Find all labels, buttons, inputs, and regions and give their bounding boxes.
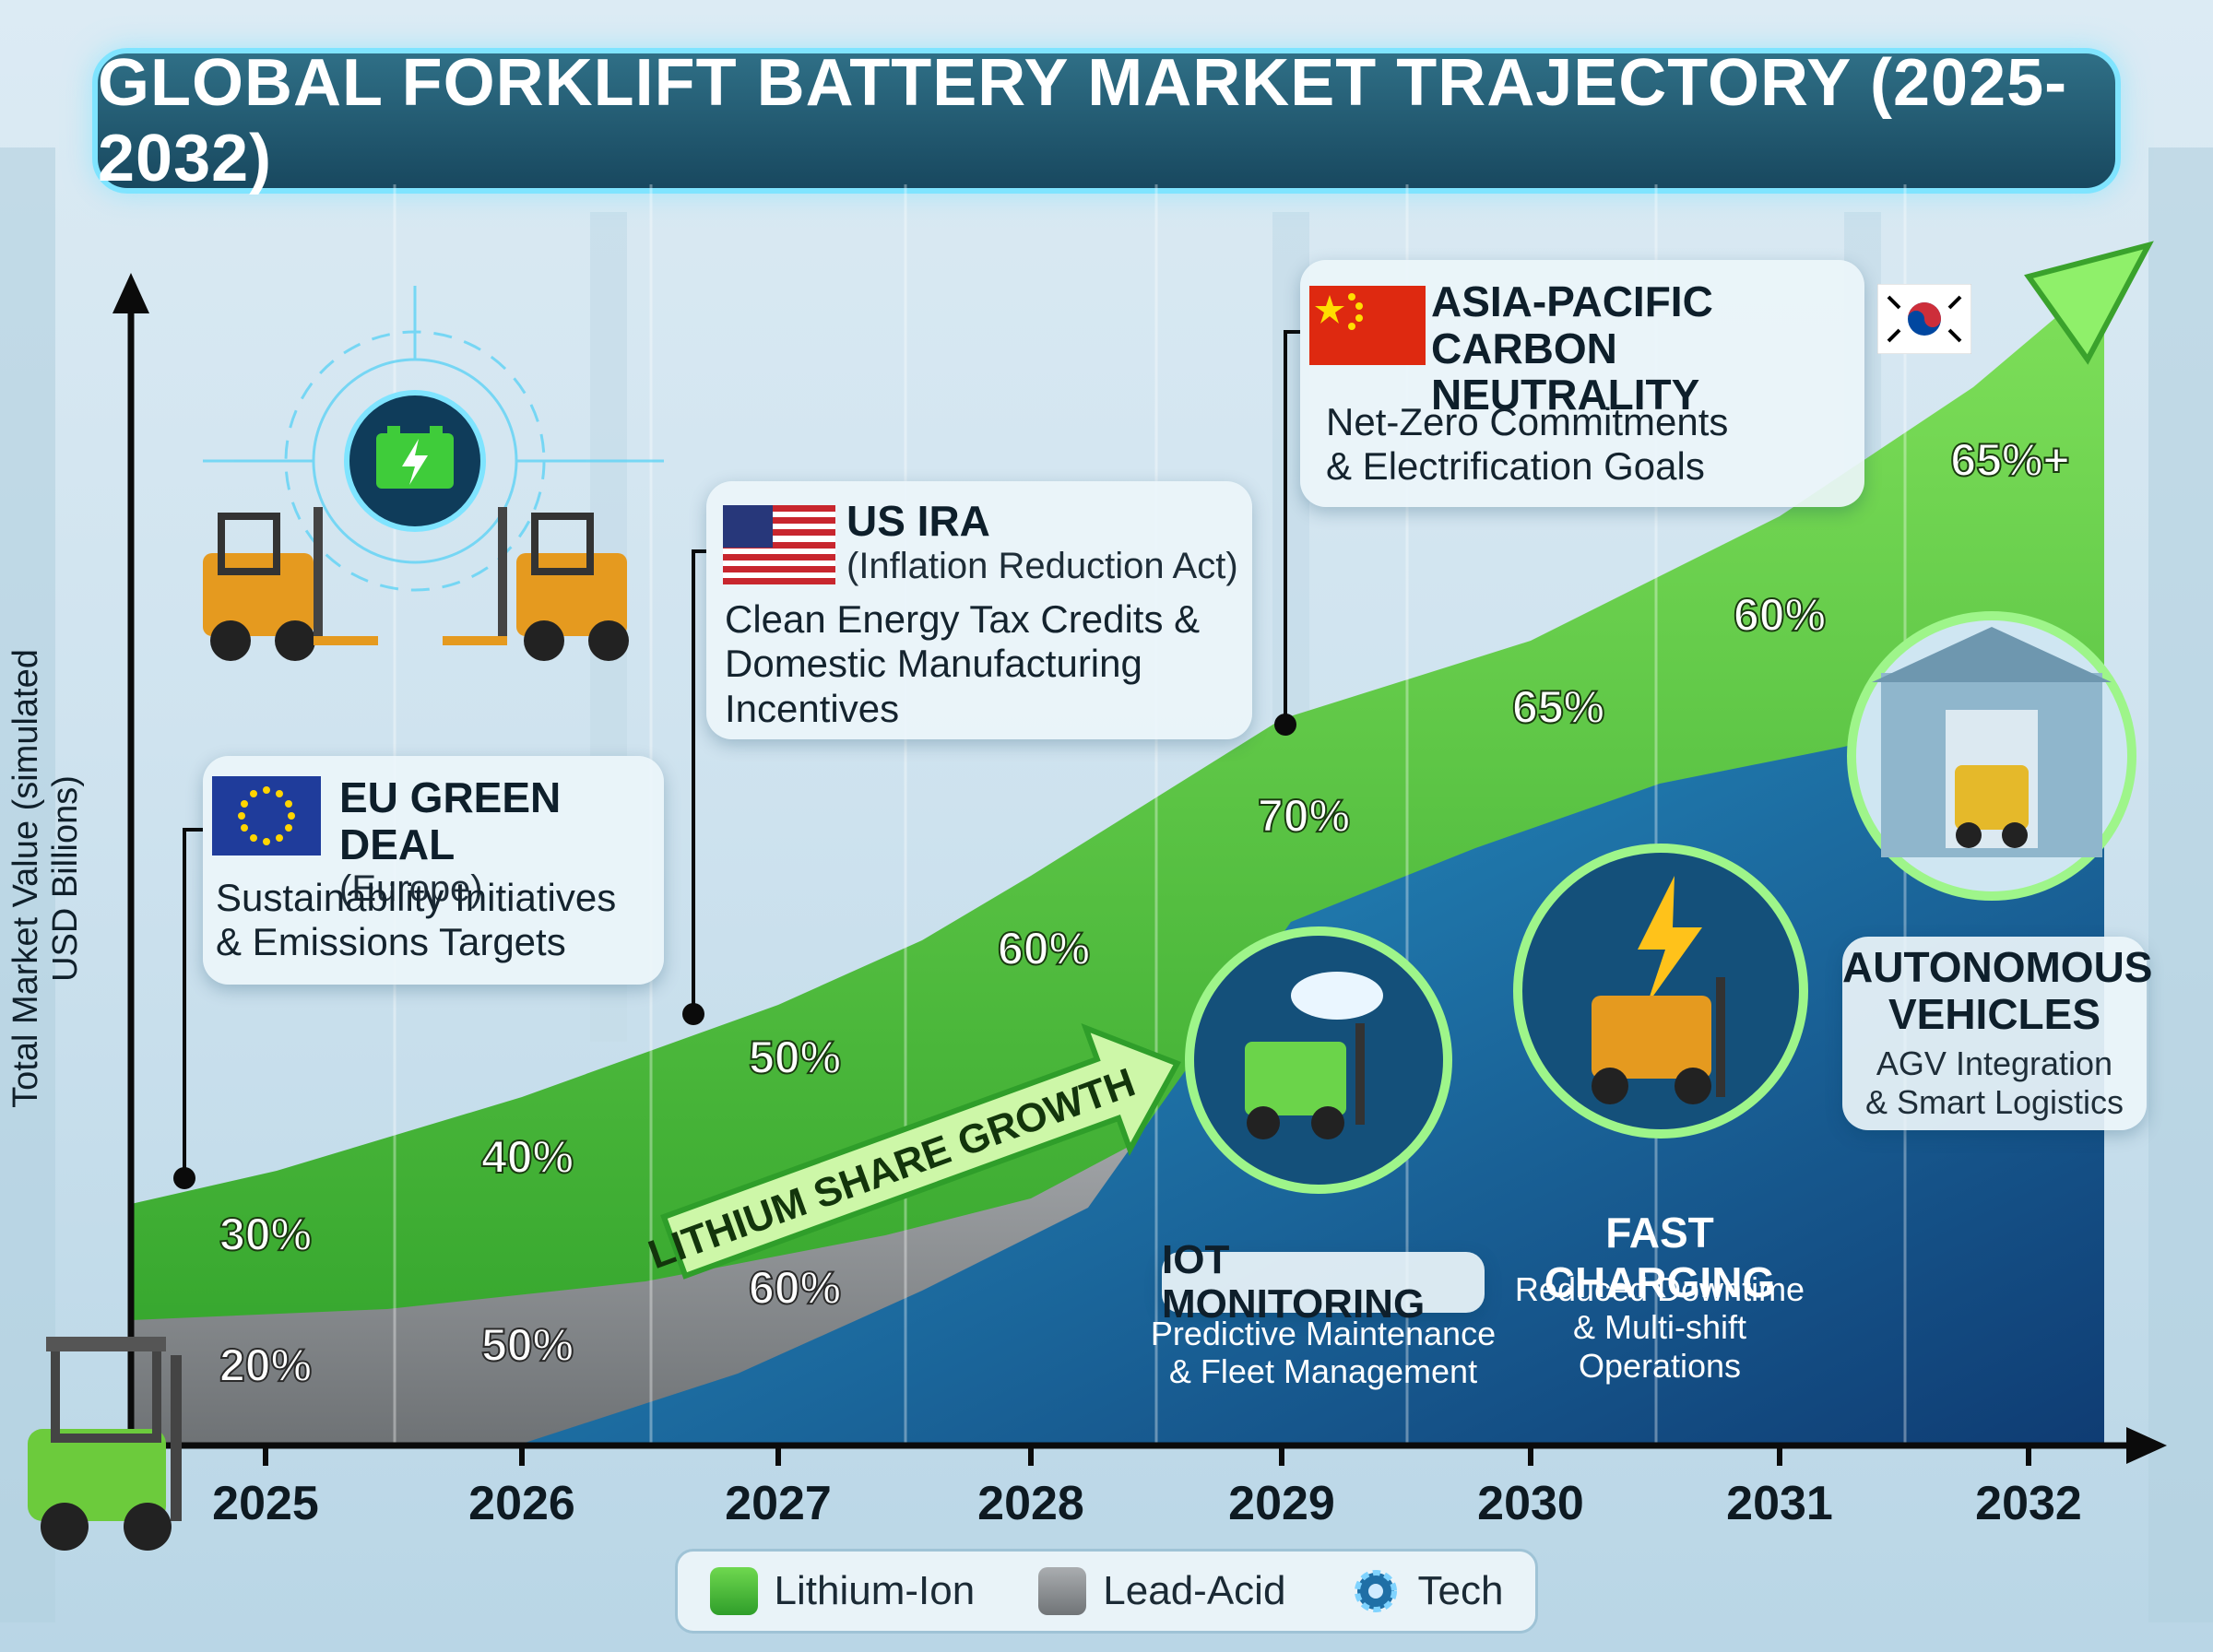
us-flag-icon <box>723 505 835 584</box>
apac-title-1: ASIA-PACIFIC <box>1431 277 1713 325</box>
eu-title: EU GREEN DEAL <box>339 773 562 868</box>
china-flag-icon <box>1309 286 1426 365</box>
apac-callout: ASIA-PACIFIC CARBON NEUTRALITY Net-Zero … <box>1300 260 1864 507</box>
charging-text-3: Operations <box>1578 1346 1742 1385</box>
autonomous-text-1: AGV Integration <box>1876 1044 2113 1083</box>
iot-text-1: Predictive Maintenance <box>1150 1315 1497 1352</box>
charging-text-2: & Multi-shift <box>1572 1308 1747 1347</box>
legend-item-lithium: Lithium-Ion <box>709 1567 976 1615</box>
iot-title-box: IOT MONITORING <box>1162 1237 1485 1327</box>
growth-arrow-shape <box>660 1022 1181 1280</box>
lead-acid-label: 20% <box>219 1339 312 1391</box>
y-axis-arrow <box>112 273 149 313</box>
iot-circle-illustration <box>1185 926 1452 1194</box>
forklift-icon-2 <box>443 507 629 661</box>
x-tick-label: 2027 <box>725 1477 832 1530</box>
autonomous-title-1: AUTONOMOUS <box>1842 943 2153 991</box>
eu-flag-icon <box>212 776 321 856</box>
lithium-label: 65%+ <box>1950 434 2069 486</box>
lithium-label: 30% <box>219 1209 312 1260</box>
us-title: US IRA <box>846 497 990 545</box>
chart-title: GLOBAL FORKLIFT BATTERY MARKET TRAJECTOR… <box>98 46 2068 195</box>
eu-callout: EU GREEN DEAL (Europe) Sustainability In… <box>203 756 664 985</box>
autonomous-text-2: & Smart Logistics <box>1864 1082 2124 1121</box>
forklift-icon <box>203 507 378 661</box>
autonomous-box: AUTONOMOUS VEHICLES AGV Integration & Sm… <box>1842 937 2153 1130</box>
legend-swatch-lead <box>1038 1567 1087 1615</box>
korea-flag-icon <box>1877 284 1971 354</box>
x-tick-label: 2031 <box>1726 1477 1833 1530</box>
x-tick-label: 2028 <box>977 1477 1084 1530</box>
apac-text-1: Net-Zero Commitments <box>1326 400 1729 443</box>
autonomous-warehouse-illustration <box>1847 611 2136 901</box>
eu-text-1: Sustainability Initiatives <box>216 876 617 919</box>
lithium-label: 70% <box>1258 790 1350 842</box>
autonomous-title-2: VEHICLES <box>1888 989 2101 1038</box>
trend-arrowhead <box>2024 241 2154 365</box>
iot-text-2: & Fleet Management <box>1168 1352 1478 1391</box>
callout-leader <box>692 549 706 1014</box>
charging-description: Reduced Downtime & Multi-shift Operation… <box>1494 1270 1826 1385</box>
eu-text-2: & Emissions Targets <box>216 920 566 964</box>
us-callout: US IRA (Inflation Reduction Act) Clean E… <box>706 481 1252 739</box>
timeline-marker <box>682 1003 704 1025</box>
cloud-icon <box>1291 972 1383 1020</box>
lithium-label: 50% <box>749 1032 841 1083</box>
charging-title: FAST CHARGING <box>1544 1209 1776 1306</box>
battery-tech-illustration <box>203 286 664 661</box>
fast-charging-illustration <box>1513 844 1808 1139</box>
us-text-1: Clean Energy Tax Credits & <box>725 597 1201 641</box>
legend-label-lead: Lead-Acid <box>1103 1568 1286 1613</box>
legend-label-tech: Tech <box>1417 1568 1504 1613</box>
legend-item-tech: Tech <box>1350 1565 1504 1617</box>
green-forklift-icon <box>28 1337 182 1551</box>
iot-title: IOT MONITORING <box>1162 1236 1426 1327</box>
legend-item-lead: Lead-Acid <box>1038 1567 1285 1615</box>
gear-icon <box>1354 1570 1397 1612</box>
legend-label-lithium: Lithium-Ion <box>774 1568 976 1613</box>
lithium-label: 40% <box>481 1131 574 1183</box>
charging-text-1: Reduced Downtime <box>1514 1270 1805 1308</box>
timeline-marker <box>1274 714 1296 736</box>
lithium-label: 65% <box>1512 681 1604 733</box>
x-axis-arrow <box>2126 1427 2167 1464</box>
x-tick-label: 2026 <box>468 1477 575 1530</box>
iot-description: Predictive Maintenance & Fleet Managemen… <box>1143 1315 1503 1391</box>
lead-acid-label: 60% <box>749 1262 841 1314</box>
timeline-marker <box>173 1167 195 1189</box>
eu-sub: (Europe) <box>339 868 483 910</box>
lithium-label: 60% <box>1734 589 1826 641</box>
forklift-icon-iot <box>1245 1042 1346 1115</box>
x-tick-label: 2032 <box>1975 1477 2082 1530</box>
lightning-icon <box>1638 876 1702 1005</box>
apac-title-2: CARBON NEUTRALITY <box>1431 324 1700 419</box>
x-tick-label: 2025 <box>212 1477 319 1530</box>
us-text-2: Domestic Manufacturing <box>725 642 1142 686</box>
legend-swatch-lithium <box>709 1567 758 1615</box>
callout-leader <box>183 828 203 1178</box>
lead-acid-label: 50% <box>481 1319 574 1371</box>
callout-leader <box>1284 330 1300 725</box>
y-axis-label: Total Market Value (simulated USD Billio… <box>6 649 85 1108</box>
x-tick-label: 2029 <box>1228 1477 1335 1530</box>
us-sub: (Inflation Reduction Act) <box>846 545 1238 586</box>
apac-text-2: & Electrification Goals <box>1326 444 1705 489</box>
x-tick-label: 2030 <box>1477 1477 1584 1530</box>
us-text-3: Incentives <box>725 686 900 730</box>
lithium-label: 60% <box>998 923 1090 974</box>
legend: Lithium-Ion Lead-Acid Tech <box>675 1549 1538 1634</box>
title-banner: GLOBAL FORKLIFT BATTERY MARKET TRAJECTOR… <box>92 46 2121 195</box>
